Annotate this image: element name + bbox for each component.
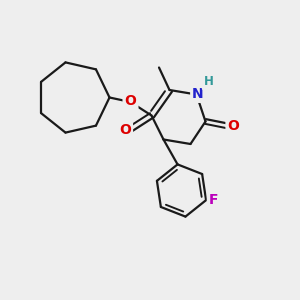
Text: H: H — [204, 75, 213, 88]
Text: N: N — [192, 87, 204, 101]
Text: O: O — [124, 94, 136, 108]
Text: O: O — [119, 124, 131, 137]
Text: O: O — [227, 119, 239, 133]
Text: F: F — [209, 193, 218, 207]
